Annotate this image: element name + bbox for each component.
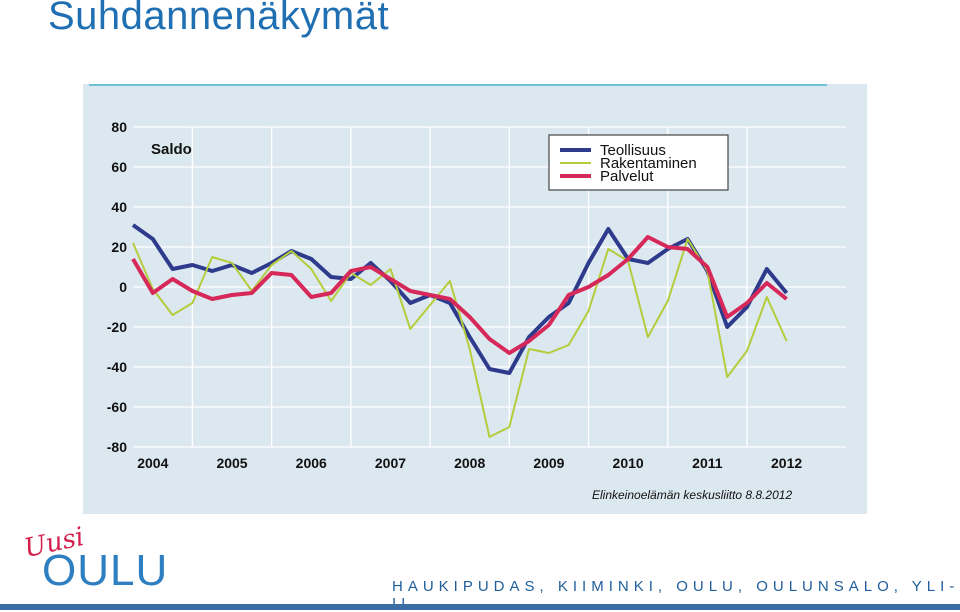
legend-label-palvelut: Palvelut xyxy=(600,168,654,185)
x-tick-label: 2008 xyxy=(454,455,485,471)
series-lines xyxy=(131,223,789,438)
series-line-teollisuus xyxy=(131,223,789,375)
footer-bar xyxy=(0,604,960,610)
y-tick-labels: 80 60 40 20 0 -20 -40 -60 -80 xyxy=(107,119,127,455)
grid-lines xyxy=(133,126,846,448)
y-tick-label: 0 xyxy=(119,279,127,295)
y-tick-label: -60 xyxy=(107,399,127,415)
legend-label-teollisuus: Teollisuus xyxy=(600,142,666,159)
y-tick-label: 80 xyxy=(111,119,127,135)
chart-title: Saldo xyxy=(151,141,192,158)
panel-top-line xyxy=(89,84,827,86)
x-tick-label: 2011 xyxy=(692,455,723,471)
legend: Teollisuus Rakentaminen Palvelut xyxy=(548,134,729,191)
x-tick-label: 2006 xyxy=(296,455,327,471)
logo-text-oulu: OULU xyxy=(42,546,169,595)
x-tick-label: 2005 xyxy=(216,455,247,471)
y-tick-label: 60 xyxy=(111,159,127,175)
series-line-palvelut xyxy=(131,235,788,355)
x-tick-labels: 2004 2005 2006 2007 2008 2009 2010 2011 2012 xyxy=(137,455,802,471)
uusi-oulu-logo: Uusi OULU xyxy=(18,522,188,595)
y-tick-label: 40 xyxy=(111,199,127,215)
y-tick-label: -80 xyxy=(107,439,127,455)
y-tick-label: -40 xyxy=(107,359,127,375)
y-tick-label: 20 xyxy=(111,239,127,255)
x-tick-label: 2007 xyxy=(375,455,406,471)
source-note: Elinkeinoelämän keskusliitto 8.8.2012 xyxy=(592,488,793,502)
x-tick-label: 2012 xyxy=(771,455,802,471)
x-tick-label: 2009 xyxy=(533,455,564,471)
chart-panel: 80 60 40 20 0 -20 -40 -60 -80 2004 2005 2006 2007 20… xyxy=(83,84,867,514)
x-tick-label: 2004 xyxy=(137,455,168,471)
y-tick-label: -20 xyxy=(107,319,127,335)
x-tick-label: 2010 xyxy=(613,455,644,471)
legend-label-rakentaminen: Rakentaminen xyxy=(600,155,697,172)
page-title: Suhdannenäkymät xyxy=(48,0,390,38)
series-line-rakentaminen xyxy=(132,238,788,438)
